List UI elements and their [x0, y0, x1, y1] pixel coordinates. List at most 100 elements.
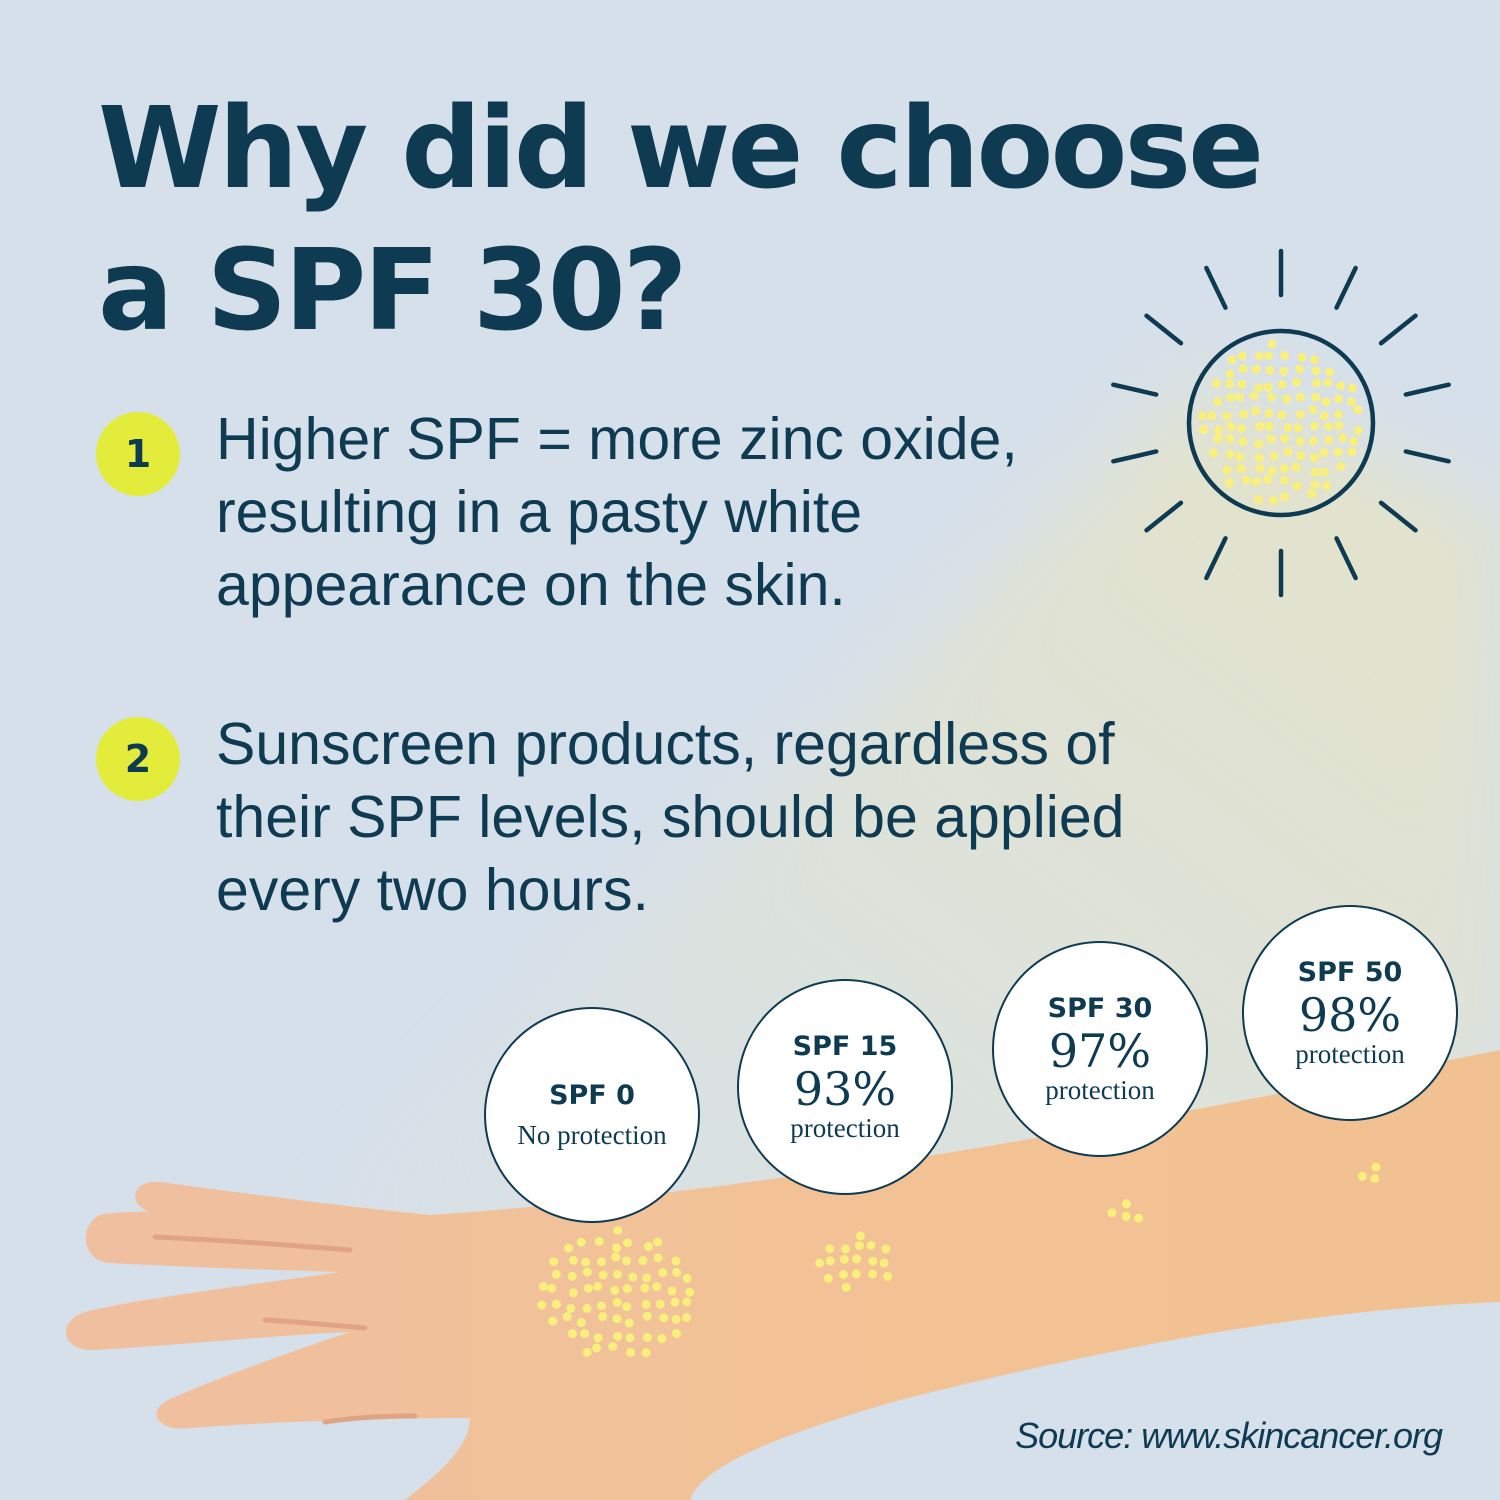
uv-dot [622, 1256, 632, 1266]
spf-percent: 97% [1048, 1024, 1152, 1078]
sun-dot [1213, 434, 1223, 444]
uv-dot [598, 1312, 608, 1322]
sun-dot [1280, 492, 1290, 502]
sun-dot [1264, 351, 1274, 361]
sun-dot [1322, 480, 1332, 490]
sun-dot [1225, 433, 1235, 443]
sun-dot [1282, 394, 1292, 404]
sun-dot [1319, 447, 1329, 457]
uv-dot [655, 1299, 665, 1309]
sun-dot [1241, 475, 1251, 485]
spf-circle-15: SPF 15 93% protection [737, 979, 953, 1195]
sun-dot [1238, 364, 1248, 374]
uv-dot [681, 1313, 691, 1323]
sun-dot [1295, 364, 1305, 374]
sun-dot [1211, 378, 1221, 388]
spf-circle-50: SPF 50 98% protection [1242, 905, 1458, 1121]
sun-dot [1295, 409, 1305, 419]
uv-dot [568, 1255, 578, 1265]
spf-desc: No protection [517, 1120, 667, 1150]
sun-dot [1254, 453, 1264, 463]
sun-ray [1111, 449, 1159, 464]
uv-dot [685, 1287, 695, 1297]
sun-dot [1263, 475, 1273, 485]
sun-dot [1226, 421, 1236, 431]
sun-ray [1378, 500, 1418, 533]
uv-dot [1121, 1211, 1131, 1221]
sun-ray [1111, 382, 1159, 397]
sun-dot [1264, 408, 1274, 418]
sun-dot [1209, 448, 1219, 458]
sun-dot [1268, 495, 1278, 505]
uv-dot [642, 1332, 652, 1342]
spf-desc: protection [790, 1113, 900, 1143]
point-text: Sunscreen products, regardless of their … [216, 711, 1125, 923]
uv-dot [581, 1257, 591, 1267]
uv-dot [612, 1298, 622, 1308]
sun-dot [1353, 405, 1363, 415]
sun-dot [1254, 439, 1264, 449]
sun-dot [1336, 381, 1346, 391]
finger-crease [322, 1413, 418, 1425]
uv-dot [612, 1314, 622, 1324]
source-citation: Source: www.skincancer.org [1015, 1415, 1443, 1456]
uv-dot [682, 1273, 692, 1283]
sun-dot [1263, 382, 1273, 392]
sun-dot [1292, 481, 1302, 491]
sun-dot [1225, 379, 1235, 389]
uv-dot [608, 1341, 618, 1351]
uv-dot [582, 1267, 592, 1277]
uv-dot [851, 1269, 861, 1279]
sun-dot [1238, 436, 1248, 446]
uv-dot [841, 1282, 851, 1292]
sun-dot [1283, 422, 1293, 432]
sun-dot [1265, 365, 1275, 375]
sun-dot [1267, 392, 1277, 402]
sun-dot [1279, 475, 1289, 485]
sun-dot [1310, 467, 1320, 477]
sun-dot [1255, 421, 1265, 431]
sun-dot [1264, 421, 1274, 431]
uv-dot [667, 1286, 677, 1296]
uv-dot [567, 1329, 577, 1339]
uv-dot [653, 1253, 663, 1263]
sun-dot [1249, 391, 1259, 401]
sun-dot [1236, 424, 1246, 434]
sun-dot [1251, 364, 1261, 374]
point-1: 1 Higher SPF = more zinc oxide, resultin… [96, 406, 1176, 622]
uv-dot [815, 1258, 825, 1268]
finger-crease [152, 1234, 353, 1253]
uv-dot [852, 1254, 862, 1264]
uv-dot [642, 1273, 652, 1283]
title-line-1: Why did we choose [98, 84, 1264, 214]
sun-dot [1295, 436, 1305, 446]
sun-ray [1334, 536, 1358, 581]
page-title: Why did we choose a SPF 30? [98, 78, 1398, 362]
sun-dot [1338, 433, 1348, 443]
uv-dot [855, 1231, 865, 1241]
uv-dot [593, 1281, 603, 1291]
spf-percent: 98% [1298, 988, 1402, 1042]
uv-dot [670, 1297, 680, 1307]
uv-dot [582, 1347, 592, 1357]
uv-dot [568, 1288, 578, 1298]
uv-dot [883, 1272, 893, 1282]
uv-dot [881, 1244, 891, 1254]
sun-dot [1238, 409, 1248, 419]
title-line-2: a SPF 30? [98, 226, 688, 356]
sun-dot [1226, 392, 1236, 402]
uv-dot [566, 1303, 576, 1313]
uv-dot [593, 1333, 603, 1343]
uv-dot [1134, 1213, 1144, 1223]
sun-dot [1236, 464, 1246, 474]
uv-dot [671, 1256, 681, 1266]
sun-dot [1197, 411, 1207, 421]
sun-dot [1349, 436, 1359, 446]
uv-dot [638, 1256, 648, 1266]
sun-dot [1308, 436, 1318, 446]
uv-dot [551, 1269, 561, 1279]
spf-label: SPF 15 [792, 1031, 898, 1062]
uv-dot [641, 1299, 651, 1309]
uv-dot [825, 1244, 835, 1254]
uv-dot [658, 1268, 668, 1278]
